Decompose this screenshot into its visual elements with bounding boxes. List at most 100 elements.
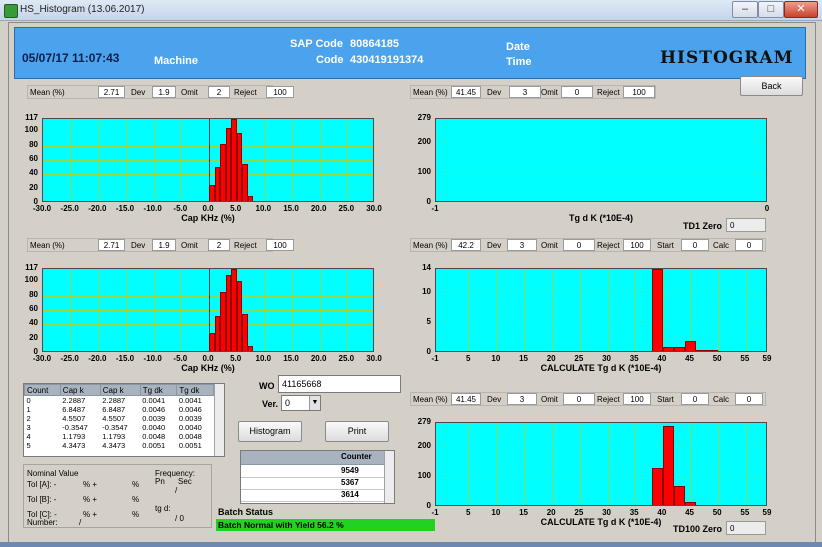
wo-input[interactable]: 41165668 <box>278 375 401 393</box>
x-tick-label: -10.0 <box>143 204 162 213</box>
grid-line <box>718 269 720 351</box>
dev-value: 3 <box>509 86 541 98</box>
table-row[interactable]: 1 6.8487 6.8487 0.0046 0.0046 <box>25 405 214 414</box>
table-row[interactable]: 0 2.2887 2.2887 0.0041 0.0041 <box>25 396 214 405</box>
start-label: Start <box>657 241 674 250</box>
x-tick-label: -30.0 <box>32 354 52 363</box>
histogram-bar <box>707 350 719 351</box>
count-table[interactable]: Count Cap k Cap k Tg dk Tg dk 0 2.2887 2.2887 0… <box>23 383 225 457</box>
counter-row[interactable]: 9549 <box>241 465 384 478</box>
minimize-button[interactable]: – <box>732 1 758 18</box>
histogram-bar <box>651 269 663 351</box>
wo-label: WO <box>259 381 275 391</box>
page-title: HISTOGRAM <box>660 48 794 68</box>
y-tick-label: 10 <box>422 287 431 296</box>
grid-line <box>552 423 554 505</box>
table-cell: 0.0048 <box>142 432 166 441</box>
x-tick-label: 30.0 <box>366 354 382 363</box>
y-tick-label: 117 <box>25 113 38 122</box>
x-tick-label: -25.0 <box>60 204 79 213</box>
count-table-header: Count Cap k Cap k Tg dk Tg dk <box>24 384 214 396</box>
grid-line <box>43 324 373 326</box>
header-banner <box>14 27 806 79</box>
tgd-ratio: / 0 <box>175 514 184 523</box>
time-label: Time <box>506 56 532 68</box>
start-value: 0 <box>681 239 709 251</box>
window-titlebar <box>0 0 822 21</box>
dev-label: Dev <box>487 88 502 97</box>
mean-value: 2.71 <box>98 86 125 98</box>
table-row[interactable]: 4 1.1793 1.1793 0.0048 0.0048 <box>25 432 214 441</box>
table-cell: 4.3473 <box>102 441 126 450</box>
x-tick-label: 20.0 <box>310 204 327 213</box>
table-cell: 0.0046 <box>142 405 166 414</box>
histogram-button[interactable]: Histogram <box>238 421 302 442</box>
back-button[interactable]: Back <box>740 76 803 96</box>
y-tick-label: 60 <box>29 303 38 313</box>
counter-row[interactable]: 5367 <box>241 477 384 490</box>
count-table-scrollbar[interactable] <box>214 384 224 456</box>
print-button[interactable]: Print <box>325 421 389 442</box>
x-tick-label: -5.0 <box>173 204 188 213</box>
counter-scrollbar[interactable] <box>384 451 394 503</box>
omit-value: 2 <box>208 86 230 98</box>
app-icon <box>4 4 18 18</box>
nominal-title: Nominal Value <box>27 469 79 478</box>
table-cell: 0.0040 <box>142 423 166 432</box>
number-slash: / <box>79 518 82 527</box>
batch-status-message: Batch Normal with Yield 56.2 % <box>218 520 344 530</box>
grid-line <box>43 338 373 340</box>
start-label: Start <box>657 395 674 404</box>
close-button[interactable]: ✕ <box>784 1 818 18</box>
table-cell: 6.8487 <box>102 405 126 414</box>
zero-line <box>209 269 210 351</box>
table-cell: 2.2887 <box>62 396 86 405</box>
histogram-bar <box>236 132 243 201</box>
td1-zero-label: TD1 Zero <box>683 221 723 231</box>
grid-line <box>436 476 766 478</box>
table-row[interactable]: 5 4.3473 4.3473 0.0051 0.0051 <box>25 441 214 450</box>
histogram-bar <box>231 119 237 201</box>
grid-line <box>43 188 373 190</box>
table-cell: 4.3473 <box>62 441 86 450</box>
x-tick-label: 0.0 <box>202 354 214 363</box>
x-tick-label: 35 <box>629 508 639 517</box>
code-value: 430419191374 <box>350 54 424 66</box>
histogram-bar <box>209 332 215 351</box>
counter-row[interactable]: 3614 <box>241 489 384 502</box>
table-cell: 1.1793 <box>102 432 126 441</box>
x-tick-label: 15.0 <box>283 204 299 213</box>
table-cell: 1 <box>26 405 31 414</box>
x-axis-label: Cap KHz (%) <box>181 363 235 373</box>
grid-line <box>745 269 747 351</box>
header-datetime: 05/07/17 11:07:43 <box>22 51 120 65</box>
table-cell: 3 <box>26 423 31 432</box>
chevron-down-icon[interactable]: ▼ <box>309 396 320 410</box>
table-row[interactable]: 3 -0.3547 -0.3547 0.0040 0.0040 <box>25 423 214 432</box>
grid-line <box>635 423 637 505</box>
histogram-bar <box>651 467 663 505</box>
counter-table[interactable]: Counter 9549 5367 3614 <box>240 450 395 504</box>
x-tick-label: 15 <box>519 354 528 363</box>
x-tick-label: 25.0 <box>338 204 355 213</box>
x-tick-label: 50 <box>712 354 722 363</box>
y-tick-label: 40 <box>29 318 38 328</box>
grid-line <box>579 423 581 505</box>
y-tick-label: 0 <box>33 347 38 356</box>
x-tick-label: 55 <box>740 354 750 363</box>
grid-line <box>496 269 498 351</box>
table-cell: -0.3547 <box>102 423 128 432</box>
x-tick-label: 5 <box>465 508 471 517</box>
ver-select[interactable]: 0 ▼ <box>281 395 321 411</box>
dev-value: 3 <box>507 393 537 405</box>
histogram-bar <box>685 502 697 505</box>
maximize-button[interactable]: □ <box>758 1 784 18</box>
plot-area <box>435 118 767 202</box>
grid-line <box>43 174 373 176</box>
x-tick-label: -15.0 <box>115 354 135 363</box>
table-row[interactable]: 2 4.5507 4.5507 0.0039 0.0039 <box>25 414 214 423</box>
y-tick-label: 200 <box>417 440 431 450</box>
grid-line <box>496 423 498 505</box>
dev-label: Dev <box>487 241 502 250</box>
mean-value: 41.45 <box>451 86 481 98</box>
